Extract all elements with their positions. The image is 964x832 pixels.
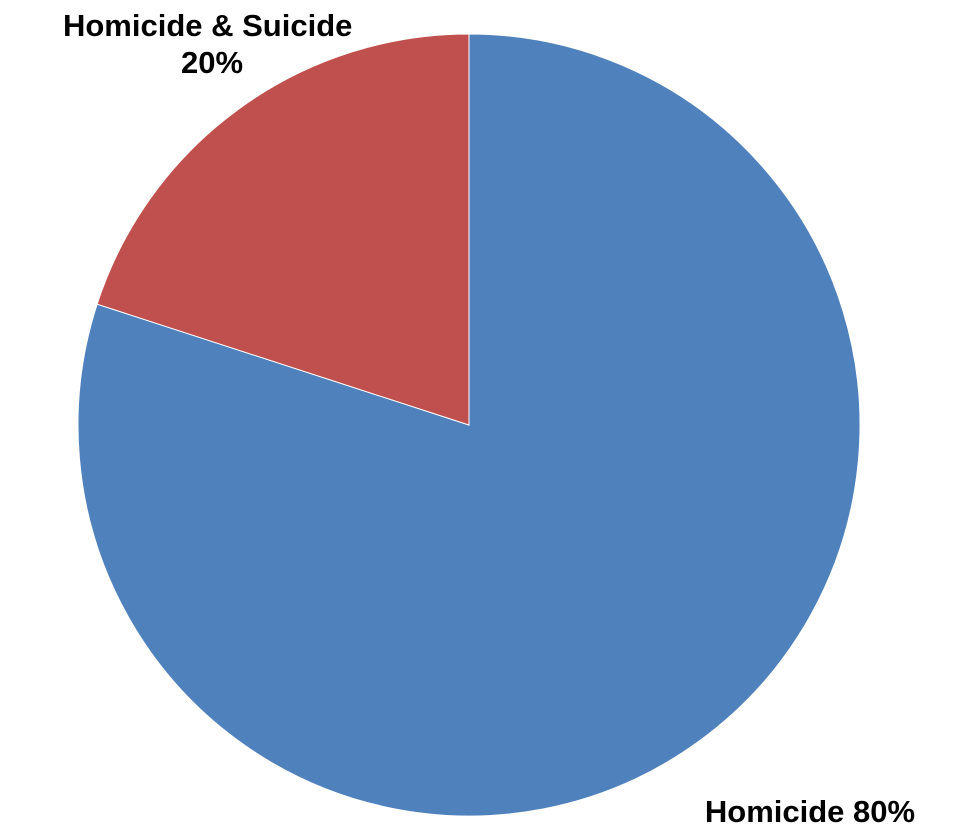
data-label-homicide: Homicide 80% <box>705 794 915 829</box>
data-label-homicide-suicide-line-1: Homicide & Suicide <box>63 8 352 43</box>
data-label-homicide-suicide-line-2: 20% <box>181 45 243 80</box>
pie-slices <box>78 34 860 816</box>
